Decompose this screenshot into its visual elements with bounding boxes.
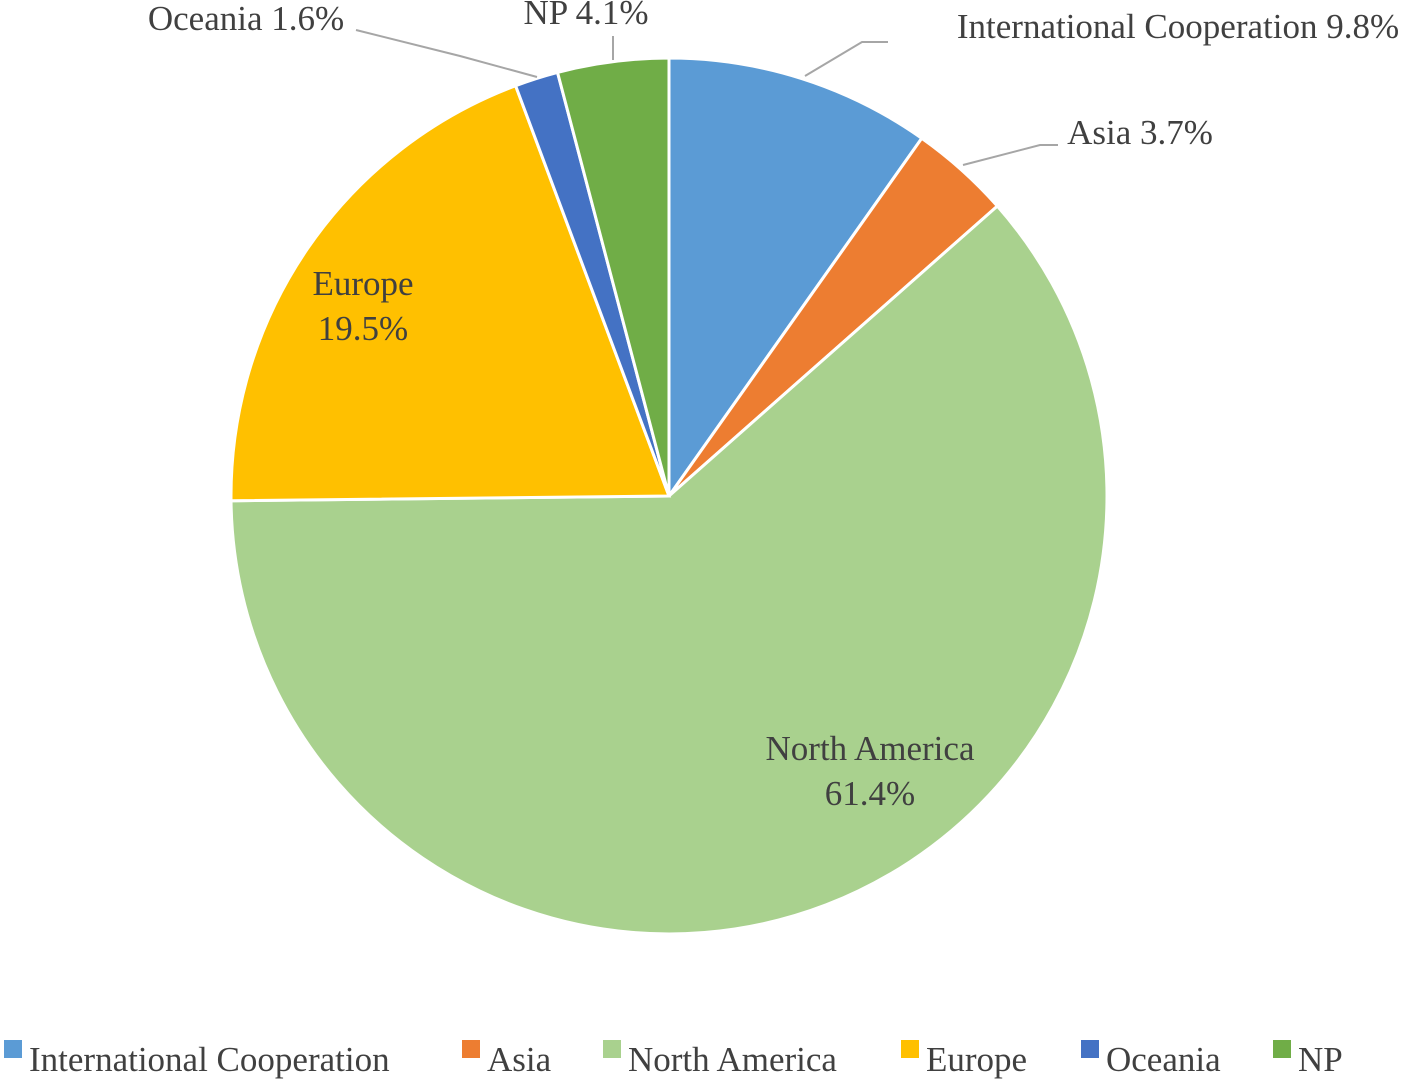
- leader-lines-layer: [355, 29, 1058, 166]
- legend-swatch-north-america: [603, 1040, 621, 1058]
- leader-line-asia: [962, 144, 1058, 166]
- pie-slice-international-cooperation: [667, 56, 924, 501]
- data-label-europe-line-2: 19.5%: [318, 309, 408, 348]
- data-label-np: NP 4.1%: [523, 0, 648, 32]
- legend-swatch-europe: [901, 1040, 919, 1058]
- legend-swatch-np: [1273, 1040, 1291, 1058]
- slices-layer: [229, 56, 1109, 936]
- data-label-north-america-line-1: North America: [766, 729, 975, 768]
- legend-label-europe: Europe: [926, 1040, 1027, 1079]
- data-label-oceania: Oceania 1.6%: [148, 0, 344, 38]
- legend-swatch-international-cooperation: [4, 1040, 22, 1058]
- leader-line-international-cooperation: [804, 41, 888, 77]
- legend-label-asia: Asia: [487, 1040, 552, 1079]
- legend: International Cooperation Asia North Ameri…: [4, 1040, 1343, 1079]
- data-labels-layer: International Cooperation 9.8% Asia 3.7% N…: [148, 0, 1399, 813]
- data-label-europe-line-1: Europe: [312, 264, 413, 303]
- pie-slice-north-america: [229, 203, 1109, 936]
- legend-label-np: NP: [1298, 1040, 1343, 1079]
- legend-label-international-cooperation: International Cooperation: [29, 1040, 390, 1079]
- leader-line-oceania: [355, 29, 538, 78]
- legend-label-oceania: Oceania: [1106, 1040, 1221, 1079]
- legend-label-north-america: North America: [628, 1040, 837, 1079]
- legend-swatch-oceania: [1081, 1040, 1099, 1058]
- legend-swatch-asia: [462, 1040, 480, 1058]
- pie-slice-europe: [229, 83, 672, 503]
- data-label-international-cooperation: International Cooperation 9.8%: [957, 7, 1399, 46]
- data-label-asia: Asia 3.7%: [1067, 113, 1213, 152]
- data-label-north-america-line-2: 61.4%: [825, 774, 915, 813]
- pie-slice-np: [555, 56, 671, 497]
